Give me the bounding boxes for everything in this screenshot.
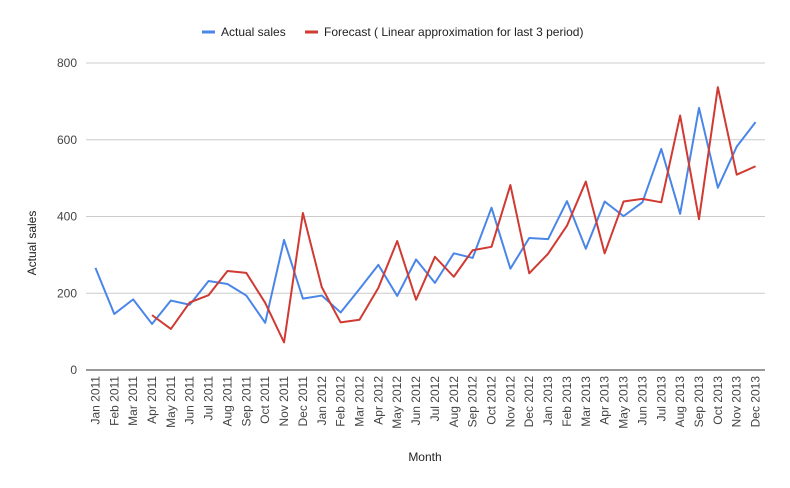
- x-tick-label: Nov 2011: [277, 376, 291, 427]
- x-tick-label: Apr 2012: [371, 376, 385, 425]
- x-tick-label: Sep 2012: [466, 376, 480, 428]
- x-tick-label: Nov 2013: [730, 376, 744, 428]
- x-tick-label: Jan 2013: [541, 376, 555, 426]
- x-tick-label: Jun 2013: [635, 376, 649, 426]
- x-tick-label: Mar 2012: [352, 376, 366, 427]
- x-tick-label: Jun 2011: [183, 376, 197, 425]
- x-tick-label: May 2013: [617, 376, 631, 429]
- x-tick-label: Feb 2012: [334, 376, 348, 427]
- x-axis-ticks: Jan 2011 Feb 2011 Mar 2011 Apr 2011 May 2011…: [88, 376, 762, 429]
- x-tick-label: Feb 2013: [560, 376, 574, 427]
- gridlines: [86, 62, 765, 371]
- x-tick-label: Aug 2013: [673, 376, 687, 428]
- x-tick-label: Apr 2011: [145, 376, 159, 424]
- y-tick-label: 200: [57, 286, 77, 300]
- x-tick-label: Jul 2012: [428, 376, 442, 422]
- series-lines: [94, 86, 757, 344]
- actual-sales-line: [94, 106, 757, 325]
- x-tick-label: Feb 2011: [107, 376, 121, 426]
- x-tick-label: Sep 2013: [692, 376, 706, 428]
- x-tick-label: Aug 2011: [220, 376, 234, 427]
- x-tick-label: Apr 2013: [598, 376, 612, 425]
- x-tick-label: Jan 2012: [315, 376, 329, 426]
- forecast-legend-label: Forecast ( Linear approximation for last…: [324, 25, 583, 39]
- legend: Actual sales Forecast ( Linear approximat…: [202, 25, 583, 39]
- x-tick-label: Mar 2011: [126, 376, 140, 426]
- x-tick-label: Oct 2012: [485, 376, 499, 425]
- x-tick-label: Dec 2013: [749, 376, 763, 428]
- forecast-line: [151, 86, 756, 344]
- x-tick-label: Dec 2012: [522, 376, 536, 428]
- x-tick-label: Jan 2011: [88, 376, 102, 425]
- x-tick-label: Aug 2012: [447, 376, 461, 428]
- y-axis-title: Actual sales: [25, 211, 39, 276]
- actual-sales-legend-label: Actual sales: [221, 25, 286, 39]
- x-tick-label: Mar 2013: [579, 376, 593, 427]
- x-axis-title: Month: [408, 450, 441, 464]
- y-tick-label: 600: [57, 133, 77, 147]
- y-tick-label: 400: [57, 210, 77, 224]
- x-tick-label: Jul 2013: [654, 376, 668, 422]
- x-tick-label: Oct 2011: [258, 376, 272, 424]
- x-tick-label: Sep 2011: [239, 376, 253, 427]
- x-tick-label: Nov 2012: [503, 376, 517, 428]
- x-tick-label: May 2012: [390, 376, 404, 429]
- y-tick-label: 0: [70, 363, 77, 377]
- x-tick-label: Jul 2011: [202, 376, 216, 421]
- x-tick-label: Jun 2012: [409, 376, 423, 426]
- x-tick-label: May 2011: [164, 376, 178, 428]
- x-tick-label: Dec 2011: [296, 376, 310, 427]
- y-tick-label: 800: [57, 56, 77, 70]
- x-tick-label: Oct 2013: [711, 376, 725, 425]
- y-axis-ticks: 0 200 400 600 800: [57, 56, 77, 377]
